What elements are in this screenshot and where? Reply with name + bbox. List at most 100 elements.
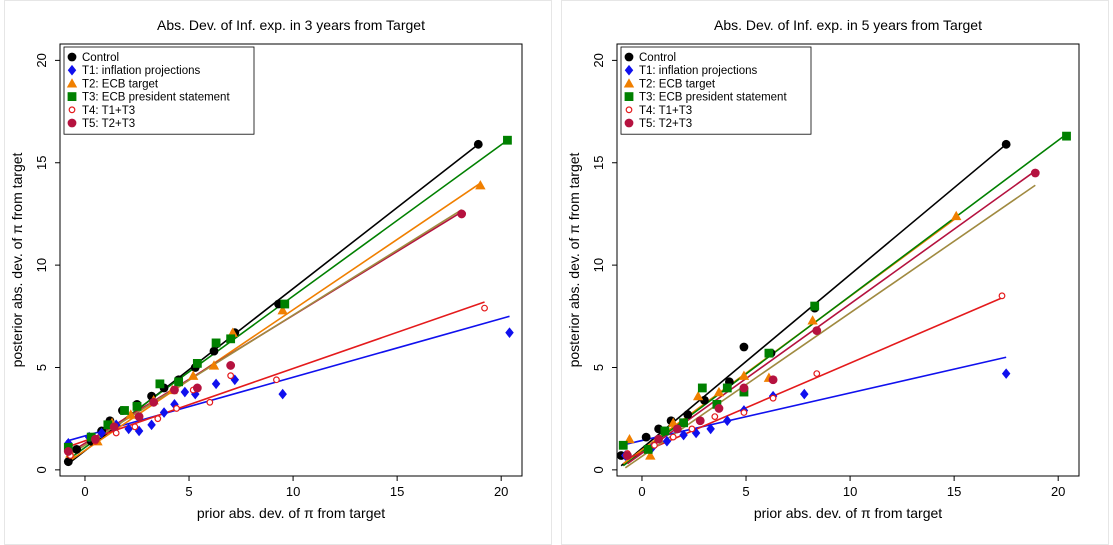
data-point: [173, 405, 180, 412]
data-point: [700, 395, 709, 405]
data-point: [63, 447, 73, 456]
data-point: [764, 348, 774, 358]
chart-3-years: Abs. Dev. of Inf. exp. in 3 years from T…: [4, 0, 552, 545]
legend-label: T5: T2+T3: [639, 118, 692, 130]
data-point: [660, 426, 670, 436]
x-axis-label: prior abs. dev. of π from target: [197, 505, 385, 521]
plot-area-border: [616, 43, 1080, 477]
data-point: [1062, 131, 1071, 141]
data-point: [505, 327, 514, 338]
data-point: [810, 301, 820, 311]
series-4: [625, 297, 1003, 461]
data-point: [187, 370, 199, 380]
fit-line: [65, 301, 485, 449]
data-point: [273, 376, 280, 384]
legend-marker: [67, 118, 77, 128]
series-6: [624, 184, 1036, 469]
chart-title: Abs. Dev. of Inf. exp. in 5 years from T…: [714, 17, 982, 33]
data-point: [97, 427, 106, 439]
data-point: [691, 427, 701, 439]
data-point: [209, 346, 219, 356]
data-point: [740, 409, 748, 416]
x-axis-label: prior abs. dev. of π from target: [754, 505, 942, 521]
series-points-2: [624, 210, 962, 460]
x-tick-label: 15: [947, 484, 961, 499]
legend-box: [63, 46, 255, 135]
y-tick-label: 15: [34, 156, 49, 170]
fit-line: [625, 297, 1003, 461]
legend-marker: [67, 92, 77, 101]
series-points-5: [63, 209, 467, 456]
data-point: [768, 375, 778, 385]
legend-label: T1: inflation projections: [639, 65, 758, 77]
chart-panel-5-years: Abs. Dev. of Inf. exp. in 5 years from T…: [561, 0, 1109, 545]
y-tick-label: 0: [34, 466, 49, 473]
data-point: [103, 420, 113, 430]
data-point: [191, 388, 200, 400]
data-point: [147, 419, 156, 431]
data-point: [134, 425, 144, 437]
data-point: [739, 383, 749, 393]
legend-label: T5: T2+T3: [82, 118, 135, 130]
data-point: [683, 410, 693, 419]
x-tick-label: 5: [742, 484, 749, 499]
data-point: [192, 358, 202, 368]
data-point: [739, 342, 749, 352]
legend-label: Control: [82, 52, 119, 64]
data-point: [813, 370, 821, 378]
data-point: [192, 383, 202, 393]
x-tick-label: 0: [81, 484, 88, 499]
data-point: [457, 209, 467, 219]
data-point: [481, 304, 488, 312]
data-point: [226, 361, 236, 370]
series-points-5: [623, 168, 1040, 460]
x-tick-label: 0: [638, 484, 645, 499]
series-3: [622, 133, 1067, 467]
x-tick-label: 20: [1051, 484, 1065, 499]
data-point: [211, 378, 221, 390]
y-axis-label: posterior abs. dev. of π from target: [9, 152, 25, 367]
legend-label: T3: ECB president statement: [82, 92, 230, 104]
data-point: [1030, 168, 1040, 178]
data-point: [170, 399, 179, 410]
data-point: [154, 415, 162, 423]
series-1: [620, 356, 1007, 447]
fit-line: [620, 356, 1007, 447]
data-point: [667, 417, 679, 427]
data-point: [125, 409, 136, 419]
y-axis-label: posterior abs. dev. of π from target: [566, 152, 582, 367]
data-point: [170, 385, 179, 395]
data-point: [227, 372, 235, 380]
y-tick-label: 15: [591, 156, 606, 170]
legend-marker: [66, 78, 78, 88]
series-5: [626, 170, 1036, 465]
series-6: [67, 209, 463, 457]
data-point: [807, 315, 818, 325]
y-tick-label: 10: [34, 258, 49, 272]
legend-label: T1: inflation projections: [82, 65, 201, 77]
y-tick-label: 20: [34, 53, 49, 67]
data-point: [669, 433, 677, 441]
y-tick-label: 20: [591, 53, 606, 67]
data-point: [206, 398, 214, 406]
fit-line: [624, 184, 1036, 469]
data-point: [180, 386, 190, 398]
legend-marker: [68, 106, 76, 114]
data-point: [711, 413, 719, 421]
series-points-1: [64, 327, 514, 449]
data-point: [230, 374, 240, 386]
legend-marker: [624, 92, 634, 101]
legend-marker: [625, 106, 633, 114]
fit-line: [626, 170, 1036, 465]
y-tick-label: 5: [591, 364, 606, 371]
data-point: [769, 394, 777, 402]
fit-line: [67, 209, 463, 457]
data-point: [618, 440, 628, 450]
data-point: [672, 424, 682, 434]
data-point: [679, 418, 688, 428]
legend-marker: [624, 118, 634, 128]
data-point: [706, 423, 715, 435]
data-point: [1001, 139, 1011, 149]
data-point: [800, 388, 809, 400]
data-point: [131, 423, 139, 431]
